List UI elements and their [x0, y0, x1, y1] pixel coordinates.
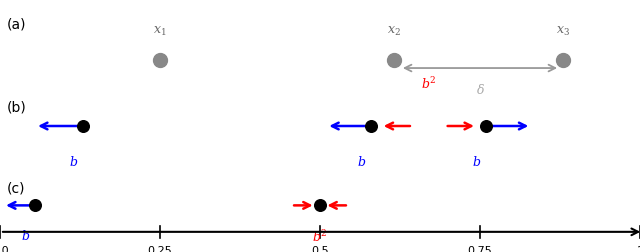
Point [155, 58, 165, 62]
Text: $b$: $b$ [21, 229, 30, 243]
Point [558, 58, 568, 62]
Text: (c): (c) [6, 181, 25, 196]
Point [30, 203, 40, 207]
Text: 0.25: 0.25 [148, 246, 172, 252]
Text: $b^2$: $b^2$ [421, 76, 436, 92]
Point [78, 124, 88, 128]
Text: $b$: $b$ [357, 155, 366, 169]
Text: $x_1$: $x_1$ [153, 25, 167, 38]
Point [366, 124, 376, 128]
Text: $x_2$: $x_2$ [387, 25, 401, 38]
Point [315, 203, 325, 207]
Text: 0.0: 0.0 [0, 246, 9, 252]
Text: $b$: $b$ [472, 155, 481, 169]
Text: $x_3$: $x_3$ [556, 25, 570, 38]
Text: $b$: $b$ [69, 155, 78, 169]
Point [481, 124, 492, 128]
Text: $\delta$: $\delta$ [476, 83, 484, 97]
Text: 0.75: 0.75 [468, 246, 492, 252]
Text: (b): (b) [6, 101, 26, 115]
Point [388, 58, 399, 62]
Text: 1: 1 [637, 246, 640, 252]
Text: $b^2$: $b^2$ [312, 229, 328, 245]
Text: (a): (a) [6, 18, 26, 32]
Text: 0.5: 0.5 [311, 246, 329, 252]
